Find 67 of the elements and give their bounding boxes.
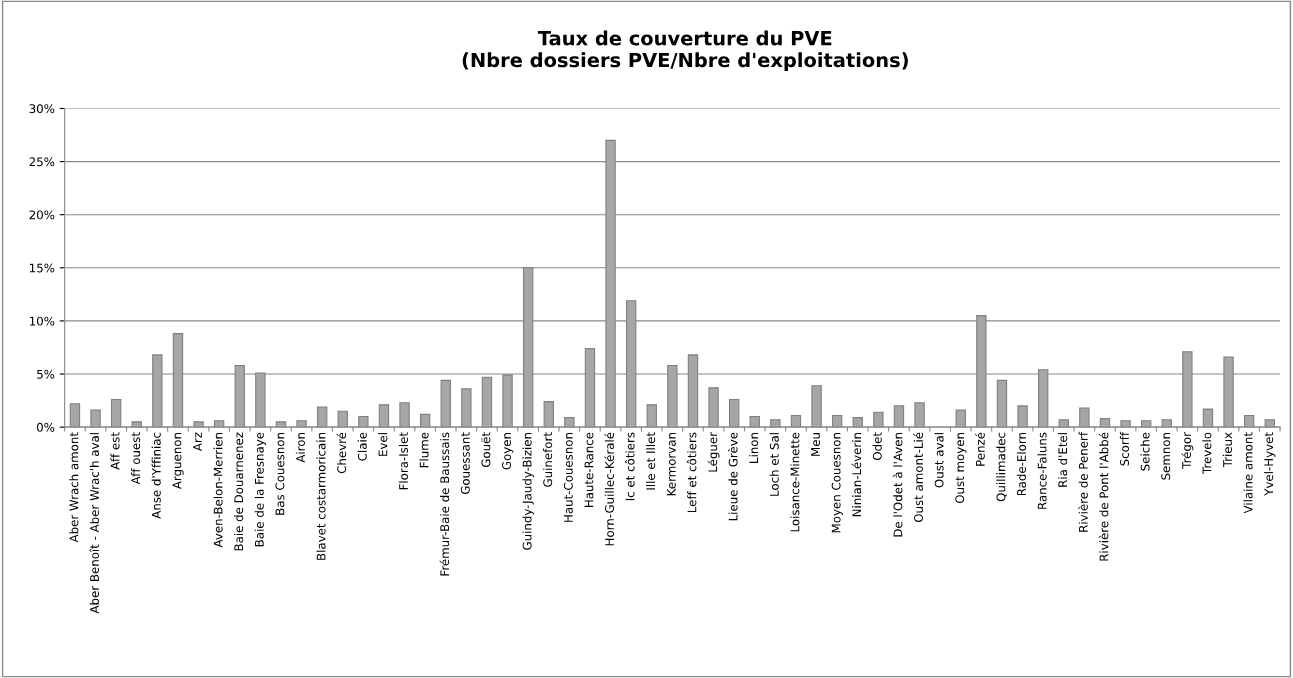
x-tick-label: Oust amont-Lié (913, 432, 923, 523)
x-tick-label: Ic et côtiers (624, 432, 635, 501)
y-tick-label: 5% (37, 369, 55, 379)
y-tick-label: 30% (29, 104, 55, 114)
x-tick-label: Bas Couesnon (275, 433, 285, 515)
x-tick-label: Arz (193, 432, 202, 452)
x-tick-label: Loch et Sal (769, 433, 779, 496)
x-tick-label: Guinefort (543, 432, 553, 487)
x-tick-label: Semnon (1161, 433, 1171, 480)
x-tick-label: Oust moyen (955, 433, 967, 504)
x-tick-label: Rade-Elorn (1016, 433, 1026, 496)
x-tick-label: Moyen Couesnon (831, 433, 843, 533)
x-tick-label: Aber Benoît - Aber Wrac'h aval (89, 433, 99, 614)
x-tick-label: Scorff (1119, 431, 1129, 466)
x-tick-label: De l'Odet à l'Aven (892, 433, 903, 537)
x-tick-label: Loisance-Minette (790, 432, 800, 532)
x-tick-label: Haute-Rance (584, 432, 594, 507)
x-tick-label: Blavet costarmoricain (316, 433, 326, 560)
x-tick-label: Aff est (110, 432, 120, 470)
x-tick-label: Ria d'Etel (1058, 433, 1068, 487)
x-tick-label: Flume (419, 432, 429, 468)
x-tick-label: Seiche (1140, 432, 1150, 471)
x-tick-label: Gouët (481, 432, 491, 468)
x-tick-label: Odet (872, 432, 882, 461)
x-tick-label: Meu (811, 433, 820, 456)
chart-title: Taux de couverture du PVE (Nbre dossiers PVE/Nbre d'exploitations) (462, 30, 908, 72)
x-tick-label: Flora-Islet (398, 432, 408, 490)
x-tick-label: Kermorvan (667, 433, 676, 496)
x-tick-label: Rivière de Pont l'Abbé (1098, 432, 1109, 561)
x-tick-label: Guindy-Jaudy-Bizien (522, 433, 534, 550)
x-tick-label: Ninian-Léverin (851, 433, 862, 517)
x-tick-label: Léguer (707, 432, 720, 472)
x-tick-label: Baie de Douarnenez (234, 432, 244, 551)
x-tick-label: Aff ouest (131, 432, 141, 485)
y-tick-label: 15% (29, 263, 55, 273)
x-tick-label: Vilaine amont (1243, 432, 1253, 514)
x-tick-label: Gouessant (460, 432, 470, 495)
x-tick-label: Anse d'Yffiniac (151, 432, 161, 519)
x-tick-label: Haut-Couesnon (563, 433, 573, 522)
x-tick-label: Linon (749, 433, 759, 463)
x-tick-label: Aven-Belon-Merrien (213, 433, 223, 548)
x-tick-label: Oust aval (934, 433, 944, 488)
x-tick-label: Evel (378, 433, 388, 456)
x-tick-label: Rance-Faluns (1037, 432, 1047, 509)
x-tick-label: Rivière de Penerf (1078, 431, 1088, 532)
y-tick-label: 0% (36, 422, 55, 432)
x-tick-label: Arguenon (172, 433, 184, 490)
x-tick-label: Chevré (336, 432, 347, 474)
x-tick-label: Trevelo (1202, 432, 1212, 475)
x-tick-label: Yvel-Hyvet (1264, 432, 1276, 496)
x-tick-label: Trégor (1181, 432, 1194, 469)
y-tick-label: 20% (29, 210, 55, 220)
x-tick-label: Goyen (502, 433, 514, 470)
x-tick-label: Airon (295, 433, 305, 463)
x-tick-label: Leff et côtiers (686, 432, 697, 513)
x-tick-label: Penzé (975, 432, 985, 466)
x-tick-label: Baie de la Fresnaye (254, 432, 267, 547)
y-tick-label: 10% (29, 316, 55, 326)
x-tick-label: Ille et Illet (646, 432, 656, 490)
x-tick-label: Claie (357, 432, 367, 461)
x-tick-label: Horn-Guillec-Kéralé (604, 432, 614, 546)
y-tick-label: 25% (29, 157, 55, 167)
x-tick-label: Frémur-Baie de Baussais (439, 432, 450, 576)
x-tick-label: Trieux (1222, 432, 1232, 468)
x-tick-label: Aber Wrach amont (69, 432, 79, 543)
x-tick-label: Lieue de Grève (727, 432, 738, 521)
x-tick-label: Quillimadec (996, 432, 1007, 502)
